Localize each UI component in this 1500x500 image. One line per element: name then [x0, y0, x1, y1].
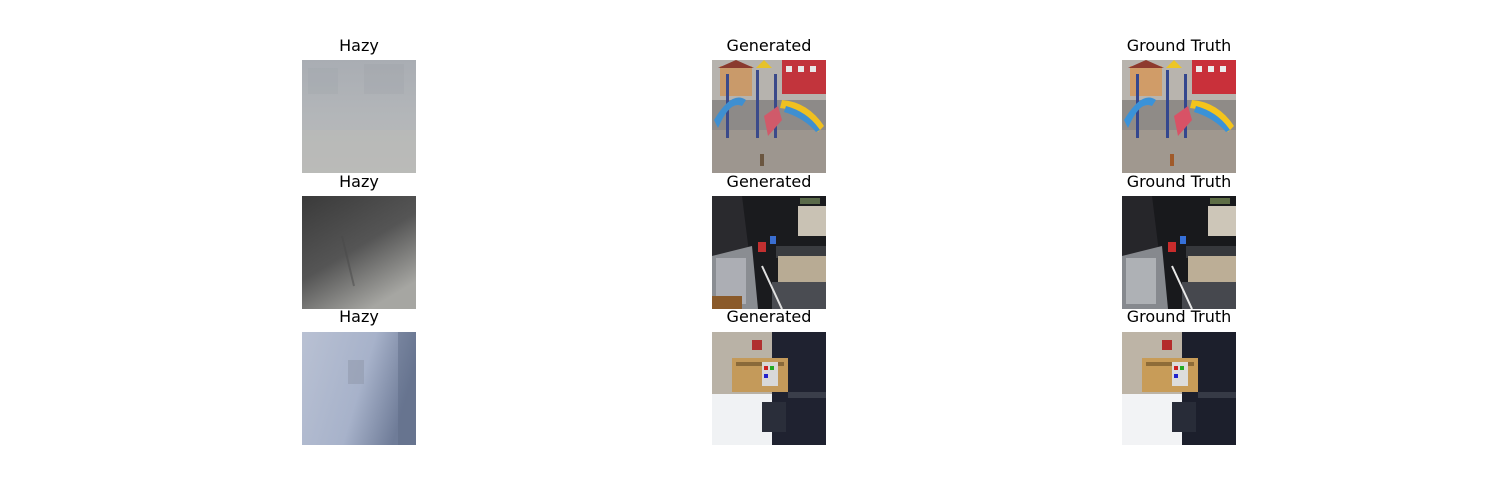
hazy-image — [302, 332, 416, 445]
kitchen-picture — [1122, 196, 1236, 309]
generated-image — [712, 332, 826, 445]
ground-truth-image — [1122, 332, 1236, 445]
panel-title: Ground Truth — [1126, 36, 1232, 55]
panel-title: Ground Truth — [1126, 307, 1232, 326]
playground-picture — [712, 60, 826, 173]
hazy-room-picture — [302, 332, 416, 445]
panel-title: Generated — [726, 36, 812, 55]
hazy-image — [302, 60, 416, 173]
panel-title: Generated — [726, 307, 812, 326]
room-picture — [1122, 332, 1236, 445]
panel-title: Hazy — [339, 307, 379, 326]
hazy-kitchen-picture — [302, 196, 416, 309]
ground-truth-image — [1122, 196, 1236, 309]
panel-title: Hazy — [339, 172, 379, 191]
panel-title: Hazy — [339, 36, 379, 55]
hazy-image — [302, 196, 416, 309]
kitchen-picture — [712, 196, 826, 309]
room-picture — [712, 332, 826, 445]
ground-truth-image — [1122, 60, 1236, 173]
panel-title: Generated — [726, 172, 812, 191]
playground-picture — [1122, 60, 1236, 173]
generated-image — [712, 196, 826, 309]
panel-title: Ground Truth — [1126, 172, 1232, 191]
generated-image — [712, 60, 826, 173]
hazy-playground-picture — [302, 60, 416, 173]
